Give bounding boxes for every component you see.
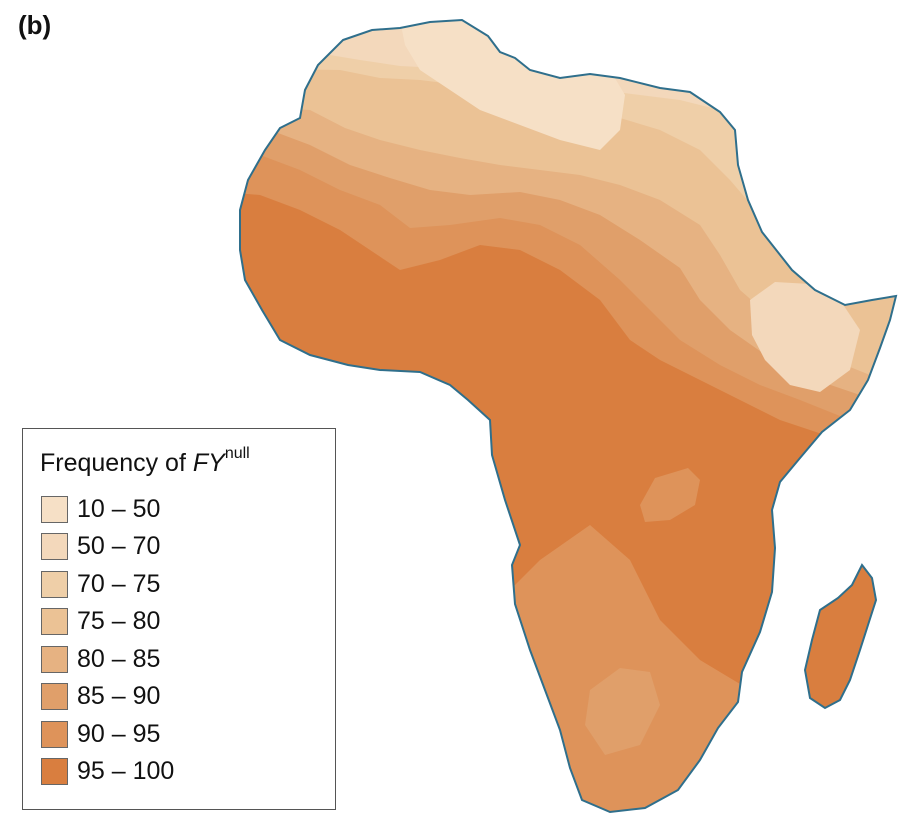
legend-item: 80 – 85	[41, 645, 160, 673]
legend-label: 70 – 75	[77, 569, 161, 598]
legend-label: 75 – 80	[77, 607, 161, 635]
legend-item: 50 – 70	[41, 532, 161, 561]
legend-swatch	[41, 608, 68, 635]
legend-item: 85 – 90	[41, 682, 161, 711]
legend-swatch	[41, 720, 68, 748]
legend-swatch	[41, 645, 68, 673]
madagascar	[803, 563, 878, 710]
legend-item: 90 – 95	[41, 720, 160, 748]
legend-title-prefix: Frequency of	[40, 449, 193, 477]
legend-item: 70 – 75	[41, 570, 160, 598]
legend-swatch	[41, 570, 68, 598]
panel-label: (b)	[18, 10, 52, 40]
legend: Frequency of FYnull 10 – 50 50 – 70 70 – 7…	[22, 428, 336, 810]
legend-swatch	[41, 683, 68, 710]
legend-title-gene: FY	[192, 449, 225, 477]
zone-central-patch	[640, 468, 700, 522]
legend-label: 90 – 95	[77, 719, 161, 748]
zone-10-50	[400, 20, 625, 150]
legend-title: Frequency of FYnull	[40, 445, 250, 478]
legend-label: 95 – 100	[77, 757, 175, 785]
legend-label: 10 – 50	[77, 494, 161, 523]
legend-title-superscript: null	[224, 445, 250, 462]
legend-swatch	[41, 495, 68, 523]
legend-label: 80 – 85	[77, 644, 161, 673]
legend-item: 10 – 50	[41, 495, 160, 523]
legend-item: 95 – 100	[41, 757, 175, 786]
zone-horn-50-70	[750, 282, 860, 392]
africa-outline	[239, 18, 898, 814]
legend-label: 85 – 90	[77, 682, 161, 710]
legend-item: 75 – 80	[41, 607, 161, 636]
legend-swatch	[41, 758, 68, 785]
legend-label: 50 – 70	[77, 532, 161, 560]
zone-south-80-85	[585, 668, 660, 755]
legend-swatch	[41, 533, 68, 560]
